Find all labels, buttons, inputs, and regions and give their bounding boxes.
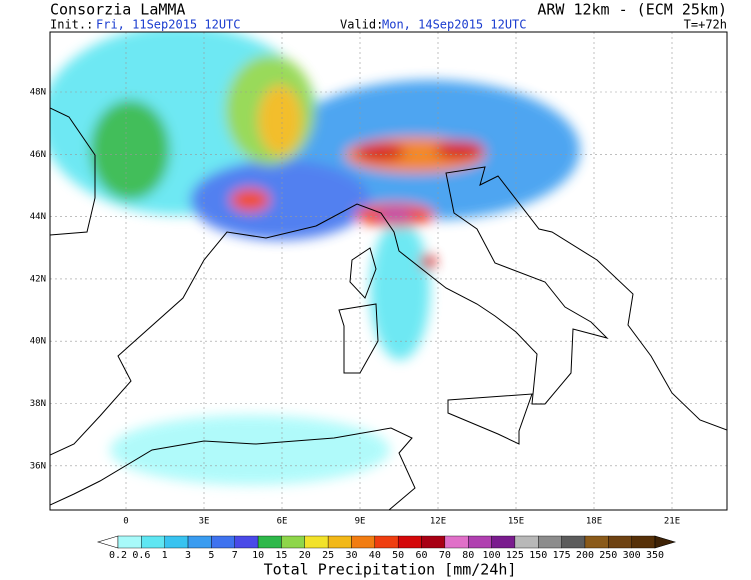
legend-swatch (164, 535, 189, 549)
legend-level: 20 (299, 550, 311, 561)
title: Consorzia LaMMA (50, 1, 185, 19)
legend-level: 175 (553, 550, 571, 561)
legend-level: 125 (506, 550, 524, 561)
legend-swatch (374, 535, 399, 549)
model: ARW 12km - (ECM 25km) (537, 1, 727, 19)
legend-level: 25 (322, 550, 334, 561)
lon-label: 12E (430, 517, 446, 527)
legend-level: 7 (232, 550, 238, 561)
map-area (50, 32, 727, 510)
legend-swatch (468, 535, 492, 549)
lat-label: 46N (30, 150, 46, 160)
legend-swatch (631, 535, 656, 549)
coastlines (50, 107, 727, 510)
legend-swatch (257, 535, 282, 549)
legend-swatch (421, 535, 446, 549)
map-frame (49, 31, 728, 511)
lat-label: 36N (30, 461, 46, 471)
lat-label: 38N (30, 399, 46, 409)
legend-level: 350 (646, 550, 664, 561)
init-label: Init.: (50, 18, 93, 32)
legend-level: 30 (345, 550, 357, 561)
legend-level: 40 (369, 550, 381, 561)
lon-label: 3E (199, 517, 210, 527)
legend-swatch (211, 535, 235, 549)
lon-label: 18E (586, 517, 602, 527)
legend-swatch (444, 535, 469, 549)
lat-label: 40N (30, 337, 46, 347)
legend-swatch (141, 535, 165, 549)
legend-level: 0.6 (132, 550, 150, 561)
legend-level: 3 (185, 550, 191, 561)
legend-swatch (397, 535, 422, 549)
legend-level: 80 (462, 550, 474, 561)
legend-level: 50 (392, 550, 404, 561)
precipitation-field (50, 32, 580, 485)
legend-over-arrow (654, 535, 677, 549)
legend-level: 1 (162, 550, 168, 561)
lon-label: 9E (355, 517, 366, 527)
legend-swatch (491, 535, 516, 549)
legend-level: 0.2 (109, 550, 127, 561)
legend-level: 150 (529, 550, 547, 561)
legend-swatch (304, 535, 329, 549)
legend-swatch (351, 535, 376, 549)
legend-swatch (561, 535, 586, 549)
legend-swatch (514, 535, 539, 549)
legend-title: Total Precipitation [mm/24h] (264, 561, 517, 579)
valid-date: Mon, 14Sep2015 12UTC (382, 18, 527, 32)
lon-label: 15E (508, 517, 524, 527)
legend-level: 5 (208, 550, 214, 561)
lat-label: 44N (30, 212, 46, 222)
lead-time: T=+72h (684, 18, 727, 32)
legend-swatch (538, 535, 562, 549)
legend-under-arrow (96, 535, 119, 549)
legend-swatch (117, 535, 142, 549)
legend-level: 200 (576, 550, 594, 561)
legend-swatch (608, 535, 632, 549)
lat-label: 48N (30, 88, 46, 98)
valid-label: Valid: (340, 18, 383, 32)
legend-swatch (584, 535, 609, 549)
color-legend: 0.2 0.6 1 3 5 7 10 15 20 25 30 40 50 60 70 80 100 125 150 1… (96, 535, 677, 561)
legend-swatch (327, 535, 352, 549)
legend-level: 250 (599, 550, 617, 561)
legend-level: 100 (483, 550, 501, 561)
lat-label: 42N (30, 274, 46, 284)
init-date: Fri, 11Sep2015 12UTC (96, 18, 241, 32)
legend-level: 70 (439, 550, 451, 561)
lon-label: 21E (664, 517, 680, 527)
lon-label: 6E (277, 517, 288, 527)
legend-level: 300 (623, 550, 641, 561)
lon-label: 0 (123, 517, 128, 527)
legend-swatch (281, 535, 305, 549)
legend-level: 60 (415, 550, 427, 561)
legend-level: 10 (252, 550, 264, 561)
legend-level: 15 (275, 550, 287, 561)
legend-swatch (234, 535, 259, 549)
legend-swatch (187, 535, 212, 549)
